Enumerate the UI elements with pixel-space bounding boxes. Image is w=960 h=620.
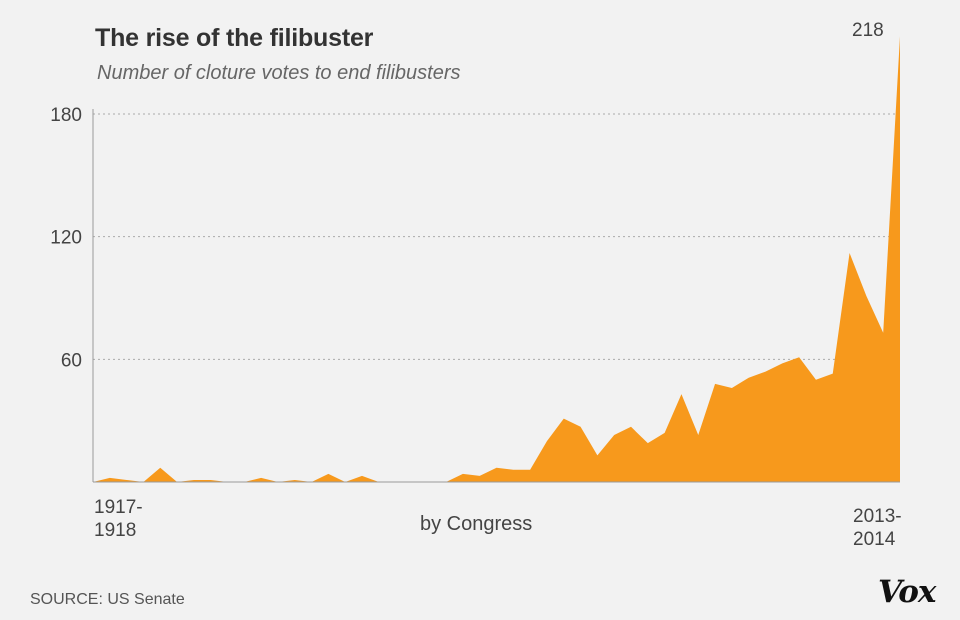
- chart-subtitle: Number of cloture votes to end filibuste…: [97, 62, 461, 84]
- x-tick-label-first-line1: 1917-: [94, 497, 143, 518]
- x-tick-label-first-line2: 1918: [94, 520, 137, 541]
- y-tick-label-120: 120: [50, 228, 82, 249]
- chart-title: The rise of the filibuster: [95, 24, 374, 52]
- source-note: SOURCE: US Senate: [30, 591, 185, 608]
- y-tick-labels: 60 120 180: [50, 105, 82, 371]
- y-tick-label-180: 180: [50, 105, 82, 126]
- x-tick-label-last-line1: 2013-: [853, 506, 902, 527]
- x-tick-label-first: 1917- 1918: [94, 496, 174, 542]
- gridlines: [93, 113, 900, 360]
- peak-value-label: 218: [852, 20, 884, 41]
- x-tick-label-last-line2: 2014: [853, 529, 896, 550]
- x-tick-label-last: 2013- 2014: [853, 505, 933, 551]
- vox-logo: Vox: [878, 574, 936, 610]
- area-series: [93, 36, 900, 483]
- y-tick-label-60: 60: [61, 350, 82, 371]
- x-axis-label: by Congress: [420, 513, 533, 535]
